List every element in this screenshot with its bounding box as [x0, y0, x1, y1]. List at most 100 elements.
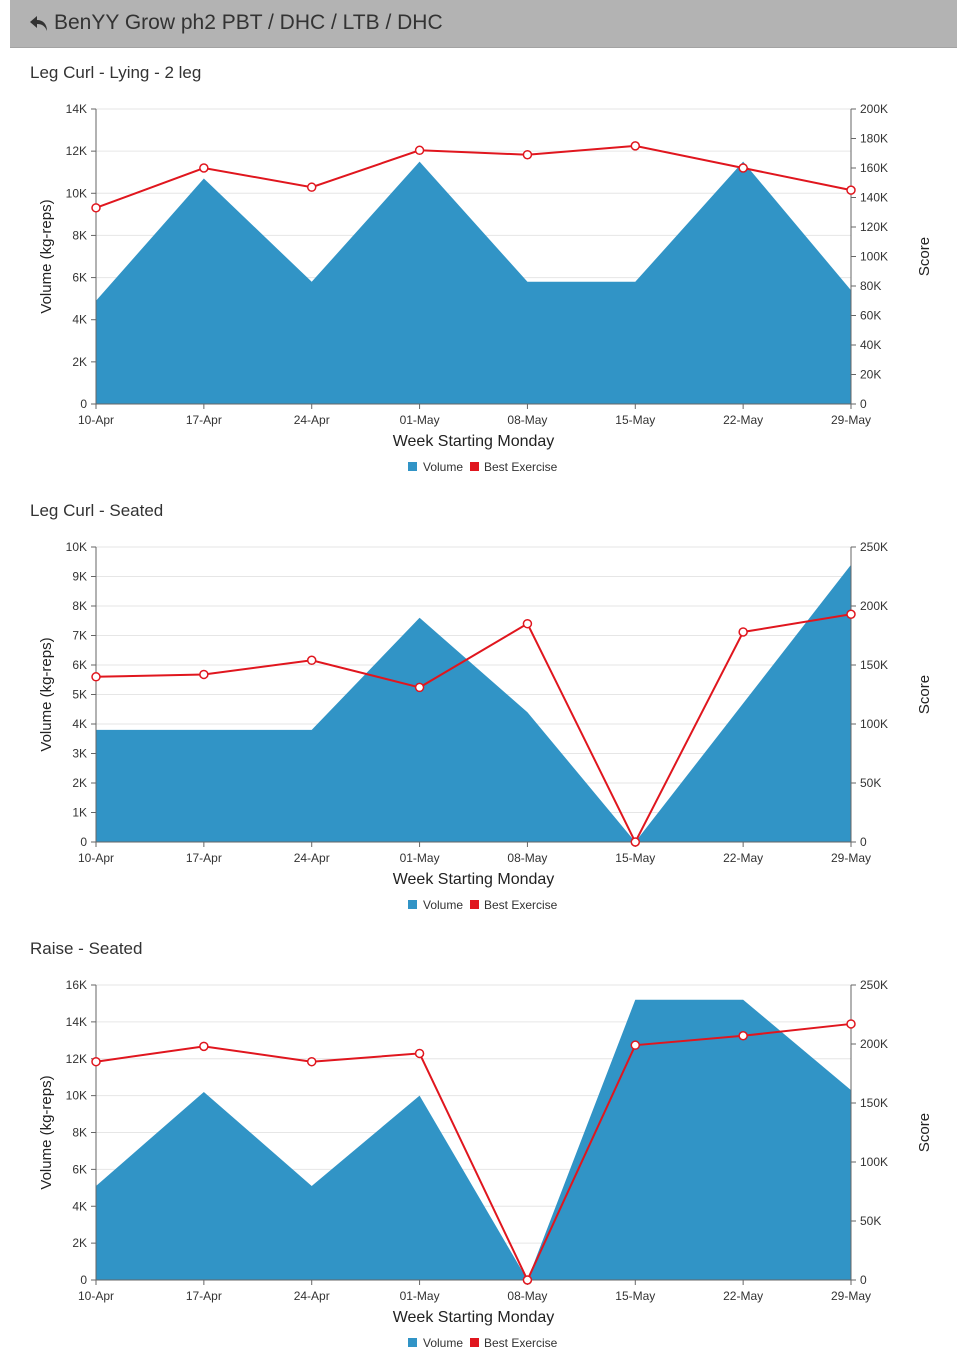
y-tick-label: 14K: [66, 102, 87, 116]
legend-label-best-exercise: Best Exercise: [484, 460, 558, 474]
legend-label-best-exercise: Best Exercise: [484, 1336, 558, 1350]
y2-tick-label: 0: [860, 1273, 867, 1287]
x-axis-title: Week Starting Monday: [393, 433, 555, 450]
y2-tick-label: 200K: [860, 102, 888, 116]
chart-raise-seated: 0 2K 4K 6K 8K 10K 12K 14K 16K 0 50K 100K 150K 200K 250…: [38, 978, 933, 1350]
x-tick-label: 15-May: [615, 413, 655, 427]
y-axis-title: Volume (kg-reps): [38, 1075, 55, 1189]
y-tick-label: 1K: [72, 806, 87, 820]
legend-label-volume: Volume: [423, 1336, 463, 1350]
y-tick-label: 3K: [72, 747, 87, 761]
best-exercise-point: [414, 682, 425, 693]
best-exercise-point: [522, 149, 533, 160]
x-tick-label: 01-May: [400, 413, 440, 427]
x-tick-label: 29-May: [831, 851, 871, 865]
y-tick-label: 2K: [72, 355, 87, 369]
legend-swatch-best-exercise: [470, 900, 479, 909]
y-tick-label: 12K: [66, 144, 87, 158]
y-tick-label: 10K: [66, 1089, 87, 1103]
volume-area: [96, 999, 851, 1280]
x-tick-label: 10-Apr: [78, 1289, 114, 1303]
y-tick-label: 12K: [66, 1052, 87, 1066]
y2-tick-label: 100K: [860, 250, 888, 264]
y2-tick-label: 100K: [860, 717, 888, 731]
y2-tick-label: 40K: [860, 338, 881, 352]
y2-tick-label: 0: [860, 835, 867, 849]
x-tick-label: 29-May: [831, 413, 871, 427]
best-exercise-point: [630, 1040, 641, 1050]
y2-axis-title: Score: [916, 237, 933, 276]
x-tick-label: 17-Apr: [186, 851, 222, 865]
y-tick-label: 5K: [72, 688, 87, 702]
y-tick-label: 16K: [66, 978, 87, 992]
x-tick-label: 15-May: [615, 851, 655, 865]
y2-tick-label: 200K: [860, 599, 888, 613]
best-exercise-point: [199, 1041, 209, 1052]
x-tick-label: 22-May: [723, 851, 763, 865]
best-exercise-point: [414, 145, 425, 156]
x-tick-label: 10-Apr: [78, 413, 114, 427]
x-tick-label: 01-May: [400, 851, 440, 865]
y2-tick-label: 80K: [860, 279, 881, 293]
page-header: BenYY Grow ph2 PBT / DHC / LTB / DHC: [10, 0, 957, 48]
legend-swatch-volume: [408, 462, 417, 471]
legend-label-volume: Volume: [423, 460, 463, 474]
y-tick-label: 2K: [72, 1236, 87, 1250]
chart-title-leg-curl-lying: Leg Curl - Lying - 2 leg: [30, 63, 202, 82]
y-tick-label: 2K: [72, 776, 87, 790]
back-arrow-icon[interactable]: [28, 12, 50, 34]
best-exercise-point: [846, 185, 856, 195]
x-tick-label: 15-May: [615, 1289, 655, 1303]
y2-tick-label: 0: [860, 397, 867, 411]
x-axis-title: Week Starting Monday: [393, 1309, 555, 1326]
x-tick-label: 01-May: [400, 1289, 440, 1303]
y2-tick-label: 20K: [860, 368, 881, 382]
y-tick-label: 10K: [66, 540, 87, 554]
y2-tick-label: 100K: [860, 1155, 888, 1169]
y2-axis-title: Score: [916, 1113, 933, 1152]
y-tick-label: 0: [80, 1273, 87, 1287]
best-exercise-point: [91, 203, 101, 213]
best-exercise-point: [306, 655, 317, 666]
y2-tick-label: 180K: [860, 132, 888, 146]
x-tick-label: 29-May: [831, 1289, 871, 1303]
legend-swatch-best-exercise: [470, 1338, 479, 1347]
chart-leg-curl-seated: 0 1K 2K 3K 4K 5K 6K 7K 8K 9K 10K 0 50K 100K 150K 200K 25…: [38, 540, 933, 912]
best-exercise-point: [630, 837, 641, 847]
best-exercise-point: [199, 163, 209, 173]
y2-tick-label: 150K: [860, 1096, 888, 1110]
best-exercise-line: [95, 1022, 852, 1283]
y-tick-label: 4K: [72, 717, 87, 731]
volume-area: [96, 161, 851, 404]
legend-swatch-best-exercise: [470, 462, 479, 471]
y-tick-label: 0: [80, 397, 87, 411]
y-tick-label: 8K: [72, 228, 87, 242]
x-tick-label: 10-Apr: [78, 851, 114, 865]
best-exercise-point: [414, 1048, 425, 1059]
best-exercise-point: [522, 1275, 533, 1285]
y2-tick-label: 160K: [860, 161, 888, 175]
best-exercise-line: [95, 613, 852, 845]
legend-label-volume: Volume: [423, 898, 463, 912]
x-tick-label: 24-Apr: [294, 851, 330, 865]
y-tick-label: 10K: [66, 186, 87, 200]
legend-swatch-volume: [408, 900, 417, 909]
best-exercise-point: [738, 627, 748, 637]
best-exercise-point: [630, 141, 641, 151]
chart-title-leg-curl-seated: Leg Curl - Seated: [30, 501, 164, 520]
x-tick-label: 08-May: [507, 1289, 547, 1303]
x-tick-label: 24-Apr: [294, 413, 330, 427]
y-tick-label: 8K: [72, 599, 87, 613]
volume-area: [96, 564, 851, 842]
y2-tick-label: 120K: [860, 220, 888, 234]
legend-swatch-volume: [408, 1338, 417, 1347]
x-tick-label: 24-Apr: [294, 1289, 330, 1303]
y2-tick-label: 150K: [860, 658, 888, 672]
x-axis-title: Week Starting Monday: [393, 871, 555, 888]
chart-title-raise-seated: Raise - Seated: [30, 939, 143, 958]
x-tick-label: 17-Apr: [186, 413, 222, 427]
y-tick-label: 14K: [66, 1015, 87, 1029]
best-exercise-point: [738, 1030, 748, 1041]
y2-tick-label: 140K: [860, 191, 888, 205]
best-exercise-point: [306, 1056, 317, 1067]
